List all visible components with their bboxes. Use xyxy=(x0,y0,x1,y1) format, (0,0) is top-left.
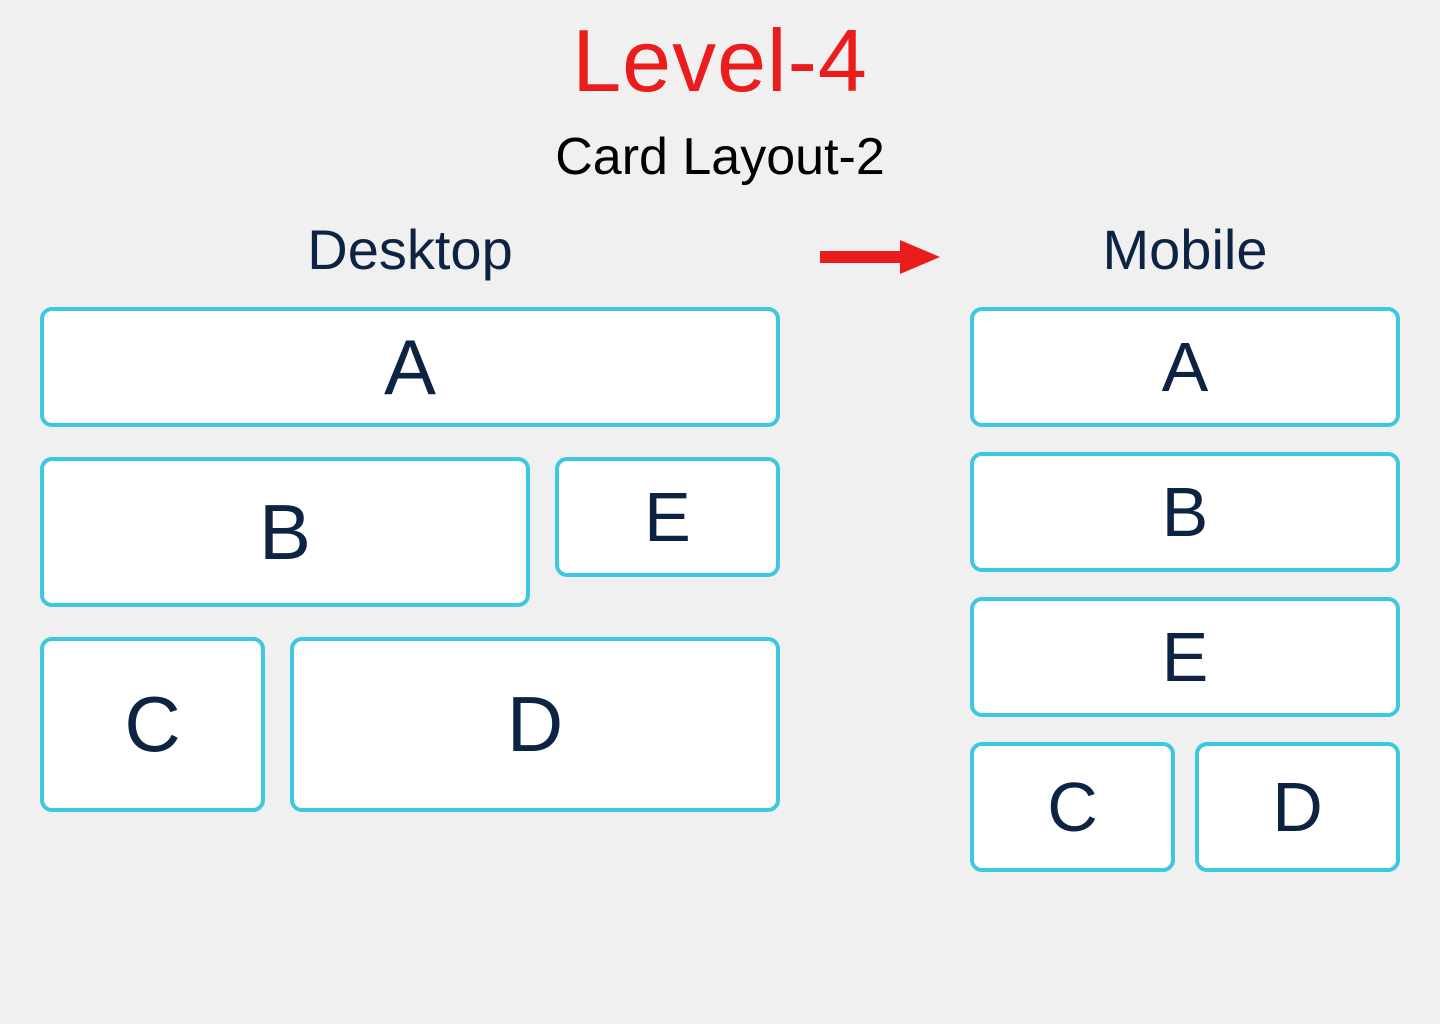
desktop-card-a: A xyxy=(40,307,780,427)
mobile-row-4: C D xyxy=(970,742,1400,872)
desktop-label: Desktop xyxy=(307,217,512,282)
desktop-grid: A B E C D xyxy=(40,307,780,812)
desktop-row-2: B E xyxy=(40,457,780,607)
layouts-container: Desktop A B E C D Mobile A B E xyxy=(40,217,1400,872)
arrow-right-icon xyxy=(810,232,940,282)
mobile-label: Mobile xyxy=(1103,217,1268,282)
mobile-card-b: B xyxy=(970,452,1400,572)
mobile-card-e: E xyxy=(970,597,1400,717)
mobile-card-a: A xyxy=(970,307,1400,427)
desktop-section: Desktop A B E C D xyxy=(40,217,780,812)
mobile-card-d: D xyxy=(1195,742,1400,872)
desktop-card-c: C xyxy=(40,637,265,812)
mobile-card-c: C xyxy=(970,742,1175,872)
desktop-card-e: E xyxy=(555,457,780,577)
main-title: Level-4 xyxy=(40,10,1400,112)
desktop-card-d: D xyxy=(290,637,780,812)
subtitle: Card Layout-2 xyxy=(40,127,1400,187)
mobile-grid: A B E C D xyxy=(970,307,1400,872)
arrow-container xyxy=(810,232,940,282)
desktop-row-3: C D xyxy=(40,637,780,812)
mobile-section: Mobile A B E C D xyxy=(970,217,1400,872)
desktop-card-b: B xyxy=(40,457,530,607)
desktop-row-1: A xyxy=(40,307,780,427)
